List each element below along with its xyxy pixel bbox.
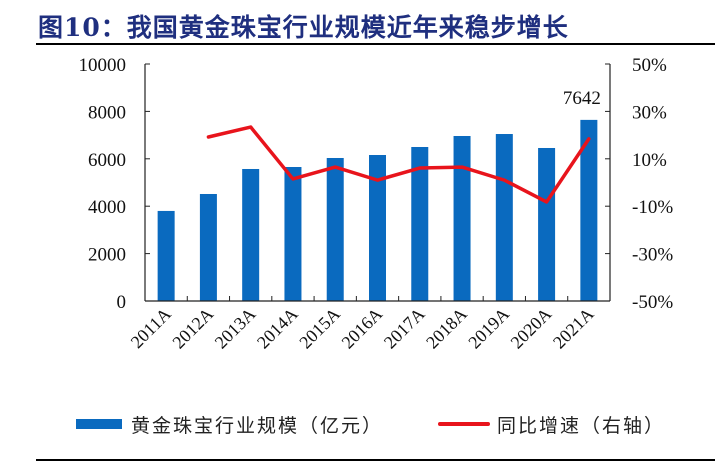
left-tick-label: 4000 bbox=[88, 197, 126, 218]
right-tick-label: -50% bbox=[632, 292, 673, 313]
category-label: 2016A bbox=[338, 304, 387, 353]
bar bbox=[157, 210, 175, 301]
left-tick-label: 6000 bbox=[88, 150, 126, 171]
legend-line-label: 同比增速（右轴） bbox=[497, 414, 666, 437]
legend-item-bar: 黄金珠宝行业规模（亿元） bbox=[76, 410, 383, 438]
right-tick-label: 50% bbox=[632, 55, 667, 76]
line-swatch-icon bbox=[438, 422, 490, 426]
bar bbox=[538, 147, 556, 301]
bar bbox=[580, 119, 598, 301]
category-label: 2017A bbox=[380, 304, 429, 353]
bar bbox=[495, 134, 513, 301]
category-label: 2019A bbox=[464, 304, 513, 353]
left-tick-label: 8000 bbox=[88, 102, 126, 123]
bar bbox=[453, 136, 471, 301]
legend-bar-label: 黄金珠宝行业规模（亿元） bbox=[131, 414, 384, 437]
left-tick-label: 2000 bbox=[88, 245, 126, 266]
left-tick-label: 0 bbox=[117, 292, 127, 313]
bar bbox=[411, 146, 429, 301]
bar bbox=[284, 167, 302, 301]
category-label: 2021A bbox=[549, 304, 598, 353]
title-underline bbox=[36, 43, 715, 45]
bar bbox=[369, 155, 386, 301]
left-tick-label: 10000 bbox=[79, 55, 127, 76]
right-tick-label: 30% bbox=[632, 102, 667, 123]
category-label: 2013A bbox=[211, 304, 260, 353]
bottom-rule bbox=[36, 459, 715, 461]
growth-line bbox=[206, 125, 591, 204]
bar-swatch-icon bbox=[76, 419, 122, 429]
figure-title: 图10：我国黄金珠宝行业规模近年来稳步增长 bbox=[38, 13, 569, 42]
data-label-7642: 7642 bbox=[563, 88, 601, 109]
right-tick-label: 10% bbox=[632, 150, 667, 171]
bar bbox=[199, 193, 217, 301]
bar bbox=[242, 168, 260, 301]
right-tick-label: -30% bbox=[632, 245, 673, 266]
category-label: 2012A bbox=[168, 304, 217, 353]
right-tick-label: -10% bbox=[632, 197, 673, 218]
category-label: 2011A bbox=[127, 304, 175, 352]
category-label: 2018A bbox=[422, 304, 471, 353]
legend-item-line: 同比增速（右轴） bbox=[438, 410, 665, 438]
category-label: 2020A bbox=[507, 304, 556, 353]
category-label: 2014A bbox=[253, 304, 302, 353]
bar bbox=[326, 157, 344, 301]
category-label: 2015A bbox=[295, 304, 344, 353]
